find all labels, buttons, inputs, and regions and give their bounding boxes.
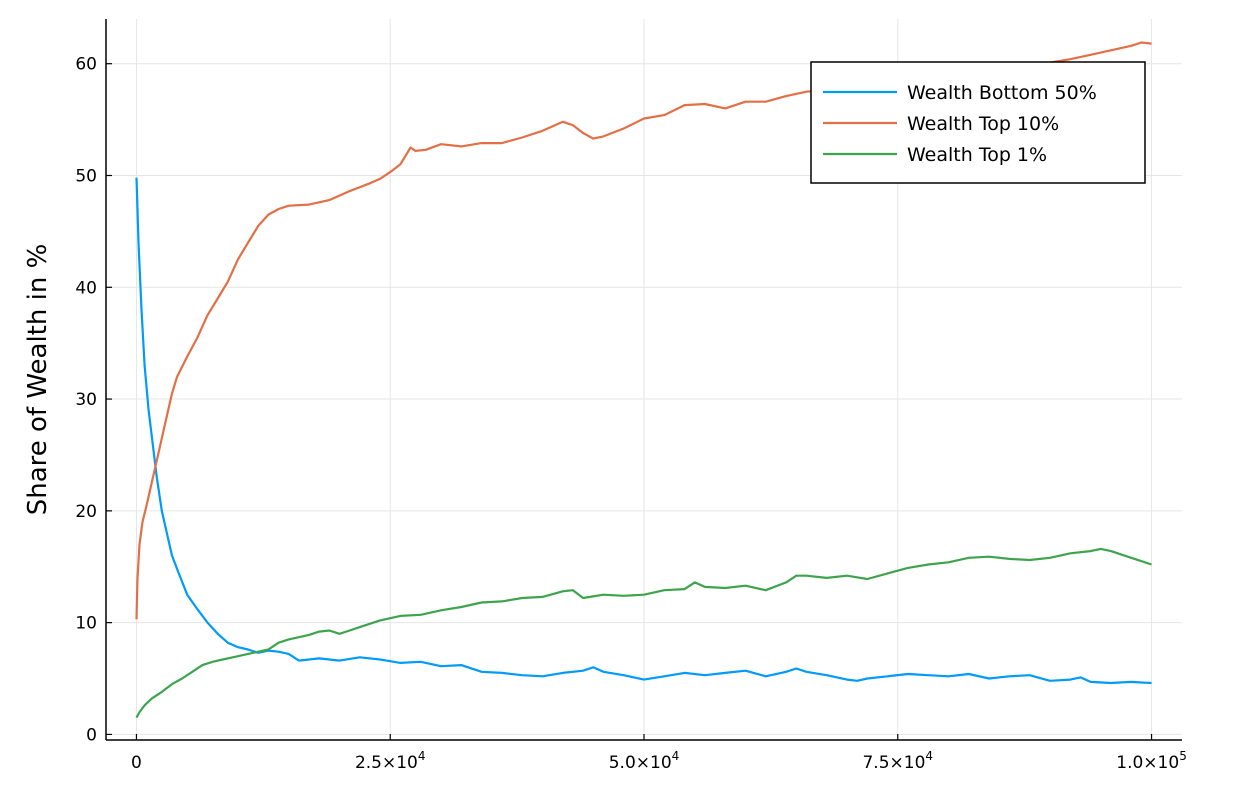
y-tick-label: 60 (75, 55, 97, 75)
y-tick-label: 30 (75, 390, 97, 410)
y-tick-label: 50 (75, 166, 97, 186)
y-axis-title: Share of Wealth in % (23, 244, 53, 516)
x-tick-label: 1.0×105 (1116, 749, 1187, 773)
legend-label: Wealth Top 10% (907, 113, 1059, 135)
x-tick-label: 0 (131, 753, 142, 773)
x-tick-label: 7.5×104 (862, 749, 933, 773)
legend: Wealth Bottom 50% Wealth Top 10% Wealth To… (810, 61, 1146, 184)
y-tick-label: 20 (75, 502, 97, 522)
x-tick-label: 5.0×104 (609, 749, 680, 773)
series-line-3 (135, 547, 1152, 719)
legend-label: Wealth Top 1% (907, 144, 1047, 166)
x-tick-label: 2.5×104 (355, 749, 426, 773)
x-axis-ticks: 0 2.5×104 5.0×104 7.5×104 1.0×105 (131, 734, 1187, 773)
series-line-1 (135, 177, 1152, 685)
legend-label: Wealth Bottom 50% (907, 82, 1097, 104)
y-tick-label: 10 (75, 614, 97, 634)
y-axis-ticks: 0 10 20 30 40 50 60 (75, 55, 112, 745)
y-tick-label: 0 (86, 725, 97, 745)
y-tick-label: 40 (75, 278, 97, 298)
